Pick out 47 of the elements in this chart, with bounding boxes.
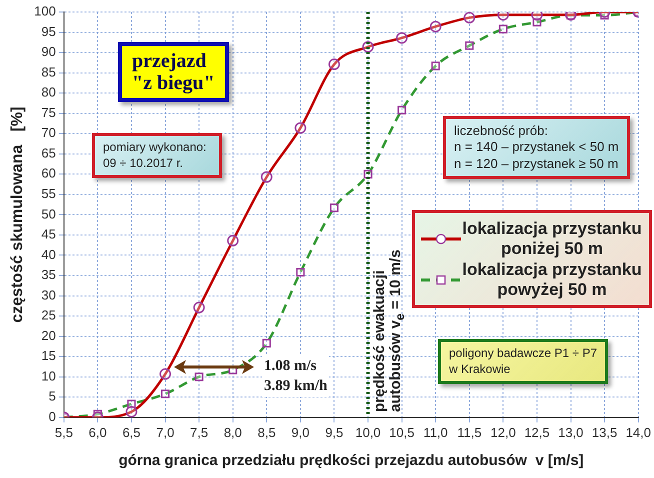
y-tick-label: 20	[41, 328, 56, 343]
legend-label: lokalizacja przystanku powyżej 50 m	[461, 260, 643, 300]
x-tick-label: 9,5	[325, 424, 344, 440]
x-tick-label: 9,0	[291, 424, 310, 440]
x-tick-label: 5,5	[54, 424, 73, 440]
x-tick-label: 6,5	[122, 424, 141, 440]
y-axis-title: częstość skumulowana [%]	[9, 106, 26, 323]
y-tick-label: 50	[41, 206, 56, 222]
y-tick-label: 55	[41, 186, 56, 202]
x-tick-label: 11,5	[457, 424, 482, 440]
x-tick-label: 7,0	[156, 424, 174, 440]
x-tick-label: 8,0	[224, 424, 242, 440]
y-tick-label: 90	[41, 44, 56, 60]
y-tick-label: 85	[41, 64, 56, 80]
y-tick-label: 100	[34, 4, 56, 19]
x-tick-label: 13,5	[592, 424, 618, 440]
y-tick-label: 65	[41, 145, 56, 160]
y-tick-label: 10	[41, 368, 56, 384]
x-tick-label: 6,0	[88, 424, 107, 440]
annotation: pomiary wykonano: 09 ÷ 10.2017 r.	[92, 133, 222, 178]
x-tick-label: 10,0	[355, 424, 381, 440]
y-tick-label: 95	[41, 24, 56, 39]
y-tick-label: 30	[41, 287, 56, 302]
y-tick-label: 70	[41, 125, 56, 140]
y-tick-label: 45	[41, 226, 56, 242]
x-axis-title: górna granica przedziału prędkości przejazdu autobusów v [m/s]	[118, 452, 584, 470]
y-tick-label: 40	[41, 246, 56, 262]
y-tick-label: 15	[41, 348, 56, 364]
x-tick-label: 12,5	[524, 424, 550, 440]
x-tick-label: 14,0	[626, 424, 652, 440]
x-tick-label: 11,0	[423, 424, 448, 440]
x-tick-label: 13,0	[558, 424, 584, 440]
annotation: przejazd "z biegu"	[118, 42, 229, 102]
annotation: poligony badawcze P1 ÷ P7 w Krakowie	[438, 339, 608, 384]
y-tick-label: 35	[41, 267, 56, 282]
y-tick-label: 80	[41, 84, 56, 100]
y-tick-label: 5	[48, 388, 56, 404]
x-tick-label: 12,0	[490, 424, 516, 440]
annotation: liczebność prób: n = 140 – przystanek < 50 m n = 120 – przystanek ≥ 50 m	[443, 116, 630, 179]
y-tick-label: 25	[41, 308, 56, 323]
x-tick-label: 8,5	[258, 424, 276, 440]
x-tick-label: 10,5	[389, 424, 414, 440]
x-tick-label: 7,5	[190, 424, 208, 440]
annotation: 1.08 m/s 3.89 km/h	[262, 356, 330, 396]
y-tick-label: 0	[48, 408, 56, 424]
y-tick-label: 75	[41, 104, 56, 120]
y-tick-label: 60	[41, 166, 56, 181]
